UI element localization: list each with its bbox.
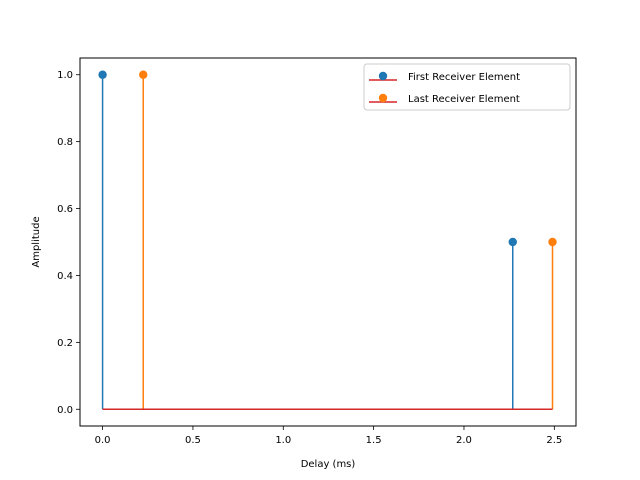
y-axis-ticks: 0.0 0.2 0.4 0.6 0.8 1.0: [57, 70, 80, 416]
x-tick-label: 1.5: [366, 435, 382, 446]
stem-marker: [508, 237, 517, 247]
legend: First Receiver Element Last Receiver Elem…: [363, 63, 571, 111]
stem-marker: [139, 70, 148, 79]
y-tick-label: 0.8: [57, 137, 73, 148]
stem-marker: [548, 237, 557, 247]
x-axis-label: Delay (ms): [301, 459, 356, 470]
y-tick-label: 0.4: [57, 271, 73, 282]
y-tick-label: 0.0: [57, 405, 73, 416]
legend-box: [363, 63, 571, 111]
stem-marker: [98, 70, 107, 79]
y-tick-label: 1.0: [57, 70, 73, 81]
y-axis-label: Amplitude: [31, 216, 42, 267]
x-tick-label: 0.0: [95, 435, 111, 446]
legend-entry-label: Last Receiver Element: [408, 94, 520, 105]
x-tick-label: 2.5: [546, 435, 562, 446]
legend-marker-swatch: [378, 71, 388, 81]
legend-marker-swatch: [378, 93, 388, 103]
x-tick-label: 2.0: [456, 435, 472, 446]
x-tick-label: 0.5: [185, 435, 201, 446]
y-tick-label: 0.6: [57, 204, 73, 215]
x-tick-label: 1.0: [275, 435, 291, 446]
y-tick-label: 0.2: [57, 338, 73, 349]
legend-entry-label: First Receiver Element: [408, 72, 520, 83]
x-axis-ticks: 0.0 0.5 1.0 1.5 2.0 2.5: [95, 426, 562, 446]
plot-marks: [98, 70, 557, 411]
plot-frame: [79, 57, 577, 427]
